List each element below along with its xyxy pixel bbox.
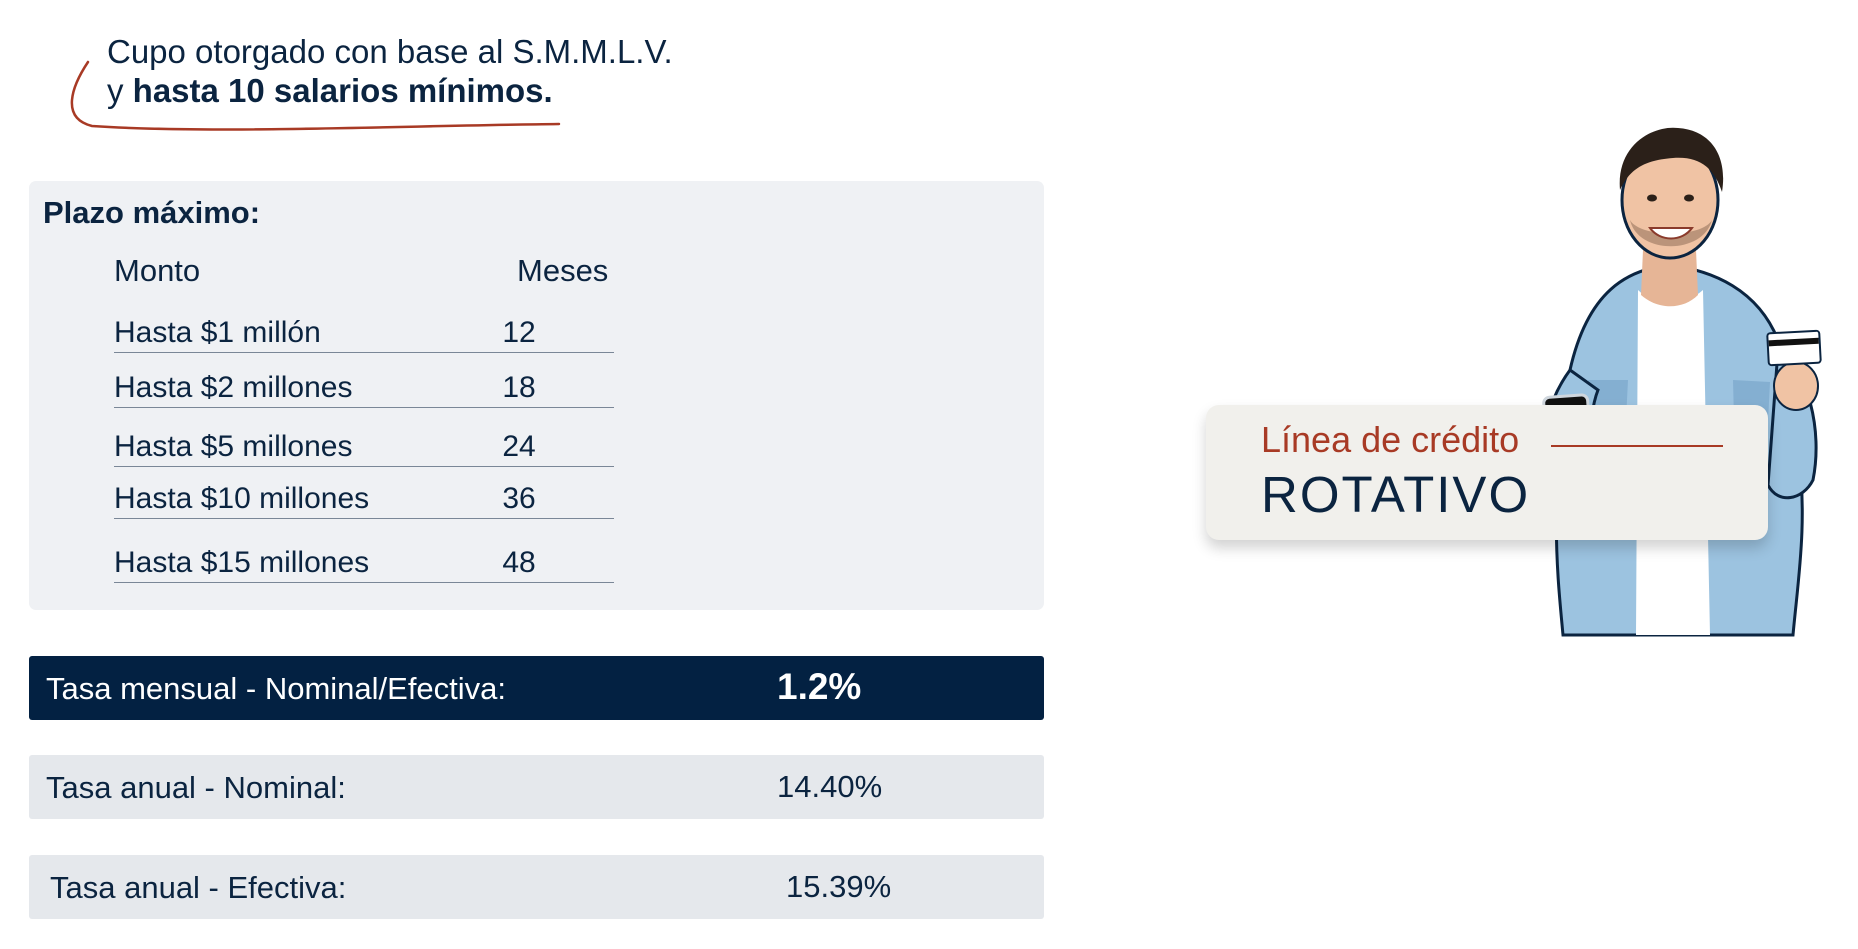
row-meses: 12 — [502, 316, 536, 349]
column-header-meses: Meses — [517, 253, 609, 288]
credit-line-title: ROTATIVO — [1261, 466, 1531, 523]
rate-annual-nominal-label: Tasa anual - Nominal: — [46, 770, 346, 805]
row-monto: Hasta $2 millones — [114, 371, 353, 404]
row-monto: Hasta $10 millones — [114, 482, 370, 515]
rate-annual-effective-value: 15.39% — [786, 869, 892, 904]
rate-monthly-value: 1.2% — [777, 666, 862, 707]
rate-monthly-bar: Tasa mensual - Nominal/Efectiva: 1.2% — [29, 656, 1044, 720]
rate-annual-nominal-value: 14.40% — [777, 769, 883, 804]
table-row: Hasta $10 millones 36 — [114, 463, 614, 519]
intro-line-2-bold: hasta 10 salarios mínimos. — [132, 72, 553, 109]
rate-annual-nominal-bar: Tasa anual - Nominal: 14.40% — [29, 755, 1044, 819]
credit-line-card: Línea de crédito ROTATIVO — [1206, 405, 1768, 540]
credit-line-subtitle: Línea de crédito — [1261, 419, 1520, 460]
table-row: Hasta $1 millón 12 — [114, 297, 614, 353]
underline-swoosh-icon — [70, 60, 561, 131]
column-header-monto: Monto — [114, 253, 201, 288]
plazo-title: Plazo máximo: — [43, 195, 261, 230]
table-row: Hasta $2 millones 18 — [114, 352, 614, 408]
table-row: Hasta $5 millones 24 — [114, 411, 614, 467]
plazo-panel: Plazo máximo: Monto Meses Hasta $1 milló… — [29, 181, 1044, 610]
intro-line-1: Cupo otorgado con base al S.M.M.L.V. — [107, 33, 673, 70]
rate-annual-effective-bar: Tasa anual - Efectiva: 15.39% — [29, 855, 1044, 919]
row-monto: Hasta $5 millones — [114, 430, 353, 463]
divider-line — [1551, 445, 1723, 447]
intro-line-2-prefix: y — [107, 72, 133, 109]
table-row: Hasta $15 millones 48 — [114, 527, 614, 583]
intro-line-2: y hasta 10 salarios mínimos. — [107, 71, 673, 110]
row-meses: 48 — [502, 546, 536, 579]
rate-monthly-label: Tasa mensual - Nominal/Efectiva: — [46, 671, 507, 706]
row-monto: Hasta $15 millones — [114, 546, 370, 579]
row-monto: Hasta $1 millón — [114, 316, 321, 349]
intro-heading: Cupo otorgado con base al S.M.M.L.V. y h… — [107, 32, 673, 110]
person-illustration — [1542, 127, 1822, 637]
row-meses: 24 — [502, 430, 536, 463]
row-meses: 36 — [502, 482, 536, 515]
row-meses: 18 — [502, 371, 536, 404]
rate-annual-effective-label: Tasa anual - Efectiva: — [50, 870, 347, 905]
